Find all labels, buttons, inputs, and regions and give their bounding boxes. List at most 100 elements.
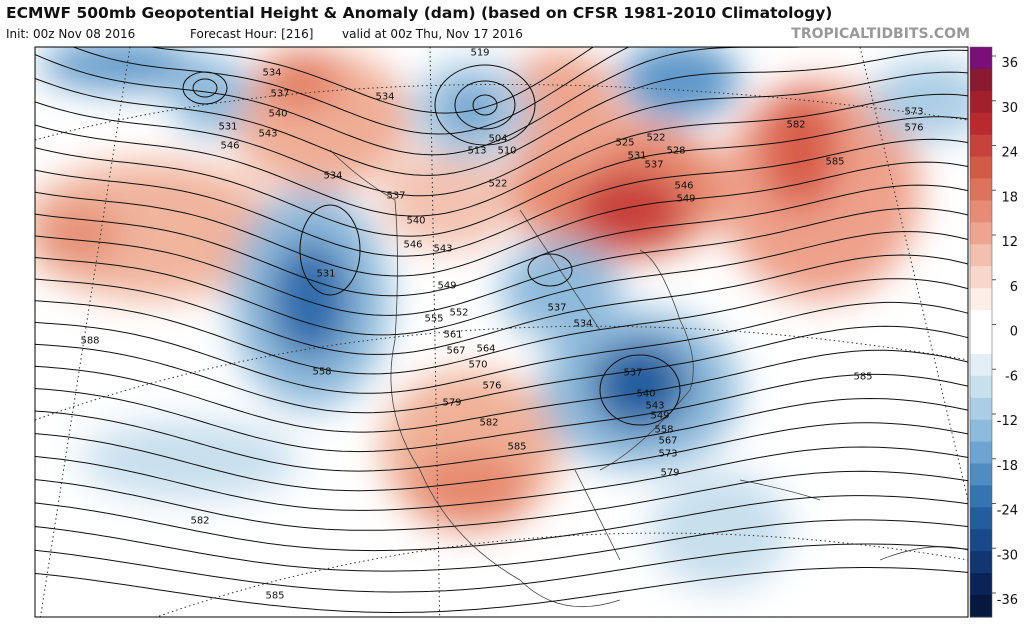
- colorbar-swatch: [970, 178, 992, 201]
- contour-line: [35, 470, 968, 531]
- colorbar-swatch: [970, 310, 992, 333]
- contour-label: 549: [676, 194, 695, 205]
- contour-line: [35, 231, 968, 336]
- contour-label: 537: [547, 303, 566, 314]
- contour-closed: [434, 64, 536, 146]
- contour-line: [35, 301, 968, 394]
- contour-line: [35, 349, 968, 433]
- colorbar-swatch: [970, 134, 992, 158]
- contour-label: 588: [80, 336, 99, 347]
- contour-label: 510: [497, 146, 516, 157]
- contour-label: 528: [666, 146, 685, 157]
- contour-line: [35, 446, 968, 511]
- contour-label: 537: [386, 191, 405, 202]
- contour-label: 534: [262, 68, 281, 79]
- contour-label: 558: [654, 425, 673, 436]
- contour-line: [35, 254, 968, 355]
- contour-label: 537: [623, 368, 642, 379]
- contour-label: 537: [644, 160, 663, 171]
- contour-label: 576: [904, 123, 923, 134]
- init: Init: 00z Nov 08 2016: [6, 27, 135, 41]
- contour-line: [148, 47, 595, 114]
- contour-line: [35, 397, 968, 472]
- colorbar-swatch: [970, 222, 992, 245]
- colorbar-label: 18: [1001, 190, 1018, 205]
- contour-label: 513: [467, 146, 486, 157]
- contour-label: 546: [220, 141, 239, 152]
- contour-label: 576: [482, 381, 501, 392]
- colorbar-label: 36: [1001, 56, 1018, 71]
- site: TROPICALTIDBITS.COM: [791, 26, 970, 42]
- contour-label: 546: [403, 240, 422, 251]
- contour-label: 564: [476, 344, 495, 355]
- contour-label: 543: [433, 244, 452, 255]
- colorbar-swatch: [970, 463, 992, 486]
- colorbar-swatch: [970, 375, 992, 399]
- contour-line: [35, 93, 968, 217]
- title: ECMWF 500mb Geopotential Height & Anomal…: [6, 4, 832, 22]
- contour-closed: [472, 94, 498, 116]
- contour-label: 582: [786, 120, 805, 131]
- contour-line: [35, 138, 968, 257]
- contour-line: [35, 278, 968, 375]
- height-contours: [35, 47, 968, 613]
- colorbar-label: -6: [1005, 369, 1018, 384]
- contour-closed: [454, 80, 516, 130]
- colorbar-label: -18: [997, 459, 1018, 474]
- colorbar: 36 30 24 18 12 6 0 -6 -12 -18 -24 -30 -36: [969, 46, 1018, 618]
- colorbar-swatch: [970, 200, 992, 223]
- contour-label: 519: [470, 48, 489, 59]
- contour-line: [35, 495, 968, 552]
- contour-label: 549: [437, 281, 456, 292]
- contour-line: [35, 567, 968, 613]
- contour-closed: [192, 78, 218, 98]
- contour-label: 552: [449, 308, 468, 319]
- colorbar-swatch: [970, 551, 992, 574]
- contour-line: [35, 543, 968, 593]
- colorbar-swatch: [970, 441, 992, 465]
- contour-label: 579: [442, 398, 461, 409]
- colorbar-label: -30: [997, 548, 1018, 563]
- contour-label: 540: [268, 109, 287, 120]
- colorbar-swatch: [970, 288, 992, 311]
- contour-label: 582: [479, 418, 498, 429]
- contour-closed: [599, 354, 681, 426]
- contour-label: 585: [265, 591, 284, 602]
- contour-line: [35, 116, 968, 237]
- contour-label: 540: [636, 389, 655, 400]
- contour-label: 534: [375, 92, 394, 103]
- contour-line: [35, 207, 968, 316]
- colorbar-swatch: [970, 485, 992, 508]
- colorbar-swatch: [970, 419, 992, 443]
- contour-line: [35, 47, 813, 156]
- contour-label: 546: [674, 181, 693, 192]
- contour-label: 582: [190, 516, 209, 527]
- colorbar-label: -12: [997, 414, 1018, 429]
- contour-label: 558: [312, 367, 331, 378]
- colorbar-swatch: [970, 266, 992, 289]
- colorbar-swatch: [970, 573, 992, 596]
- contour-label: 573: [658, 449, 677, 460]
- colorbar-swatch: [970, 529, 992, 552]
- contour-line: [35, 519, 968, 572]
- contour-label: 534: [323, 171, 342, 182]
- contour-label: 585: [825, 157, 844, 168]
- contour-label: 531: [218, 122, 237, 133]
- graticule: [35, 47, 968, 617]
- colorbar-label: -24: [997, 504, 1018, 519]
- contour-closed: [182, 71, 228, 105]
- contour-label: 567: [658, 436, 677, 447]
- valid-time: valid at 00z Thu, Nov 17 2016: [342, 27, 523, 41]
- colorbar-swatch: [970, 353, 992, 377]
- contour-label: 585: [853, 372, 872, 383]
- colorbar-swatch: [970, 156, 992, 180]
- colorbar-swatch: [970, 507, 992, 530]
- colorbar-swatch: [970, 595, 992, 618]
- colorbar-swatch: [970, 332, 992, 355]
- contour-line: [72, 47, 630, 135]
- colorbar-label: 30: [1001, 101, 1018, 116]
- contour-line: [35, 373, 968, 453]
